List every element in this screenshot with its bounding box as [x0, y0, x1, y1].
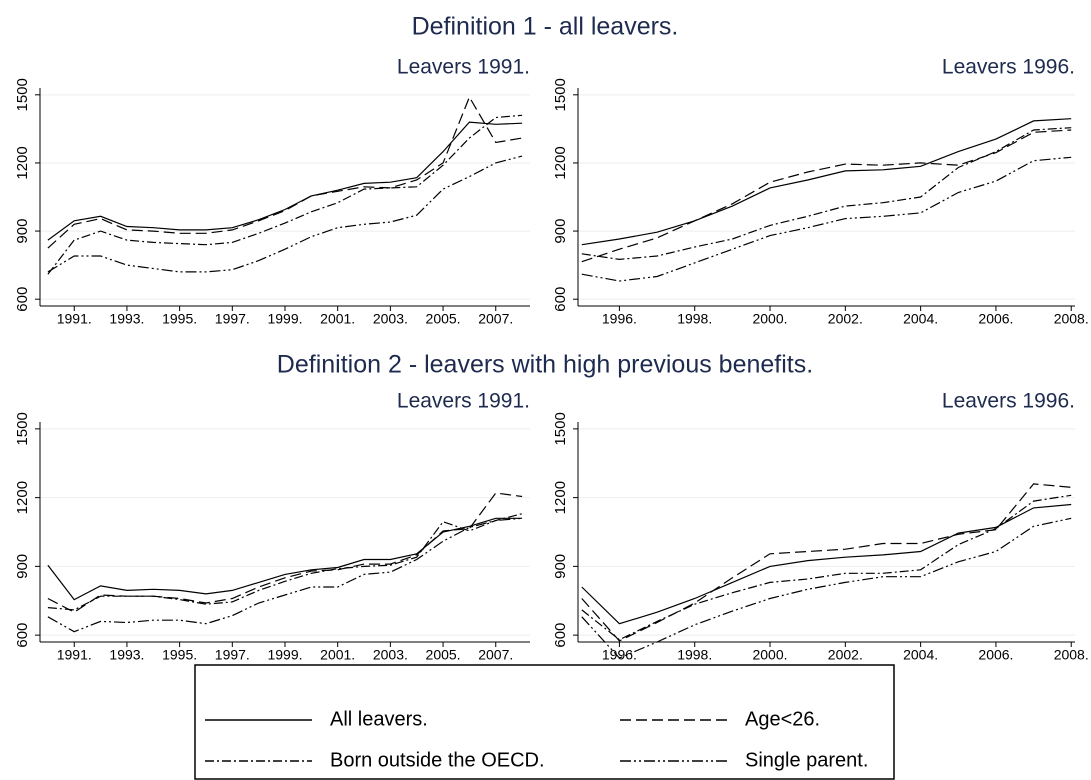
series-line: [47, 95, 523, 249]
panel-title: Leavers 1996.: [942, 56, 1075, 79]
x-tick-label: 2006.: [978, 647, 1013, 663]
y-tick-label: 600: [14, 287, 31, 312]
panel-title: Leavers 1996.: [942, 390, 1075, 413]
legend-label: Age<26.: [745, 708, 820, 730]
panel-title: Leavers 1991.: [397, 390, 530, 413]
x-tick-label: 1999.: [267, 311, 302, 327]
y-tick-label: 1500: [552, 78, 569, 111]
y-tick-label: 1200: [552, 481, 569, 514]
x-tick-label: 2002.: [828, 647, 863, 663]
y-tick-label: 900: [14, 554, 31, 579]
x-tick-label: 2008.: [1054, 647, 1089, 663]
x-tick-label: 2006.: [978, 311, 1013, 327]
x-tick-label: 2005.: [426, 647, 461, 663]
x-tick-label: 2002.: [828, 311, 863, 327]
legend-label: Born outside the OECD.: [330, 749, 545, 771]
y-tick-label: 900: [14, 219, 31, 244]
y-tick-label: 1200: [14, 146, 31, 179]
x-tick-label: 1996.: [602, 311, 637, 327]
series-line: [47, 513, 523, 611]
x-tick-label: 2000.: [752, 311, 787, 327]
x-tick-label: 2004.: [903, 647, 938, 663]
y-tick-label: 1200: [14, 481, 31, 514]
legend-label: All leavers.: [330, 708, 428, 730]
x-tick-label: 2007.: [478, 311, 513, 327]
section-title: Definition 1 - all leavers.: [412, 13, 679, 41]
x-tick-label: 1991.: [57, 647, 92, 663]
x-tick-label: 2005.: [426, 311, 461, 327]
section-title: Definition 2 - leavers with high previou…: [277, 351, 813, 379]
x-tick-label: 2001.: [320, 311, 355, 327]
x-tick-label: 2000.: [752, 647, 787, 663]
series-line: [581, 118, 1072, 246]
series-line: [47, 517, 523, 633]
y-tick-label: 900: [552, 554, 569, 579]
y-tick-label: 600: [14, 623, 31, 648]
series-line: [581, 494, 1072, 641]
x-tick-label: 1993.: [109, 647, 144, 663]
series-line: [47, 517, 523, 601]
y-tick-label: 1500: [552, 412, 569, 445]
series-line: [47, 114, 523, 275]
legend-label: Single parent.: [745, 749, 868, 771]
x-tick-label: 1991.: [57, 311, 92, 327]
x-tick-label: 1998.: [677, 311, 712, 327]
x-tick-label: 1999.: [267, 647, 302, 663]
x-tick-label: 2004.: [903, 311, 938, 327]
x-tick-label: 2003.: [373, 311, 408, 327]
y-tick-label: 1500: [14, 78, 31, 111]
y-tick-label: 600: [552, 623, 569, 648]
series-line: [581, 483, 1072, 642]
x-tick-label: 1993.: [109, 311, 144, 327]
series-line: [581, 127, 1072, 261]
x-tick-label: 1998.: [677, 647, 712, 663]
series-line: [47, 492, 523, 613]
series-line: [581, 503, 1072, 625]
x-tick-label: 1997.: [215, 311, 250, 327]
legend-box: [194, 664, 895, 780]
x-tick-label: 2008.: [1054, 311, 1089, 327]
x-tick-label: 2001.: [320, 647, 355, 663]
y-tick-label: 600: [552, 287, 569, 312]
series-line: [581, 129, 1072, 263]
series-line: [581, 517, 1072, 659]
series-line: [47, 155, 523, 273]
panel-title: Leavers 1991.: [397, 56, 530, 79]
series-line: [47, 121, 523, 241]
series-line: [581, 156, 1072, 282]
x-tick-label: 2007.: [478, 647, 513, 663]
y-tick-label: 1200: [552, 146, 569, 179]
y-tick-label: 1500: [14, 412, 31, 445]
y-tick-label: 900: [552, 219, 569, 244]
x-tick-label: 1996.: [602, 647, 637, 663]
x-tick-label: 1997.: [215, 647, 250, 663]
x-tick-label: 2003.: [373, 647, 408, 663]
x-tick-label: 1995.: [162, 647, 197, 663]
x-tick-label: 1995.: [162, 311, 197, 327]
